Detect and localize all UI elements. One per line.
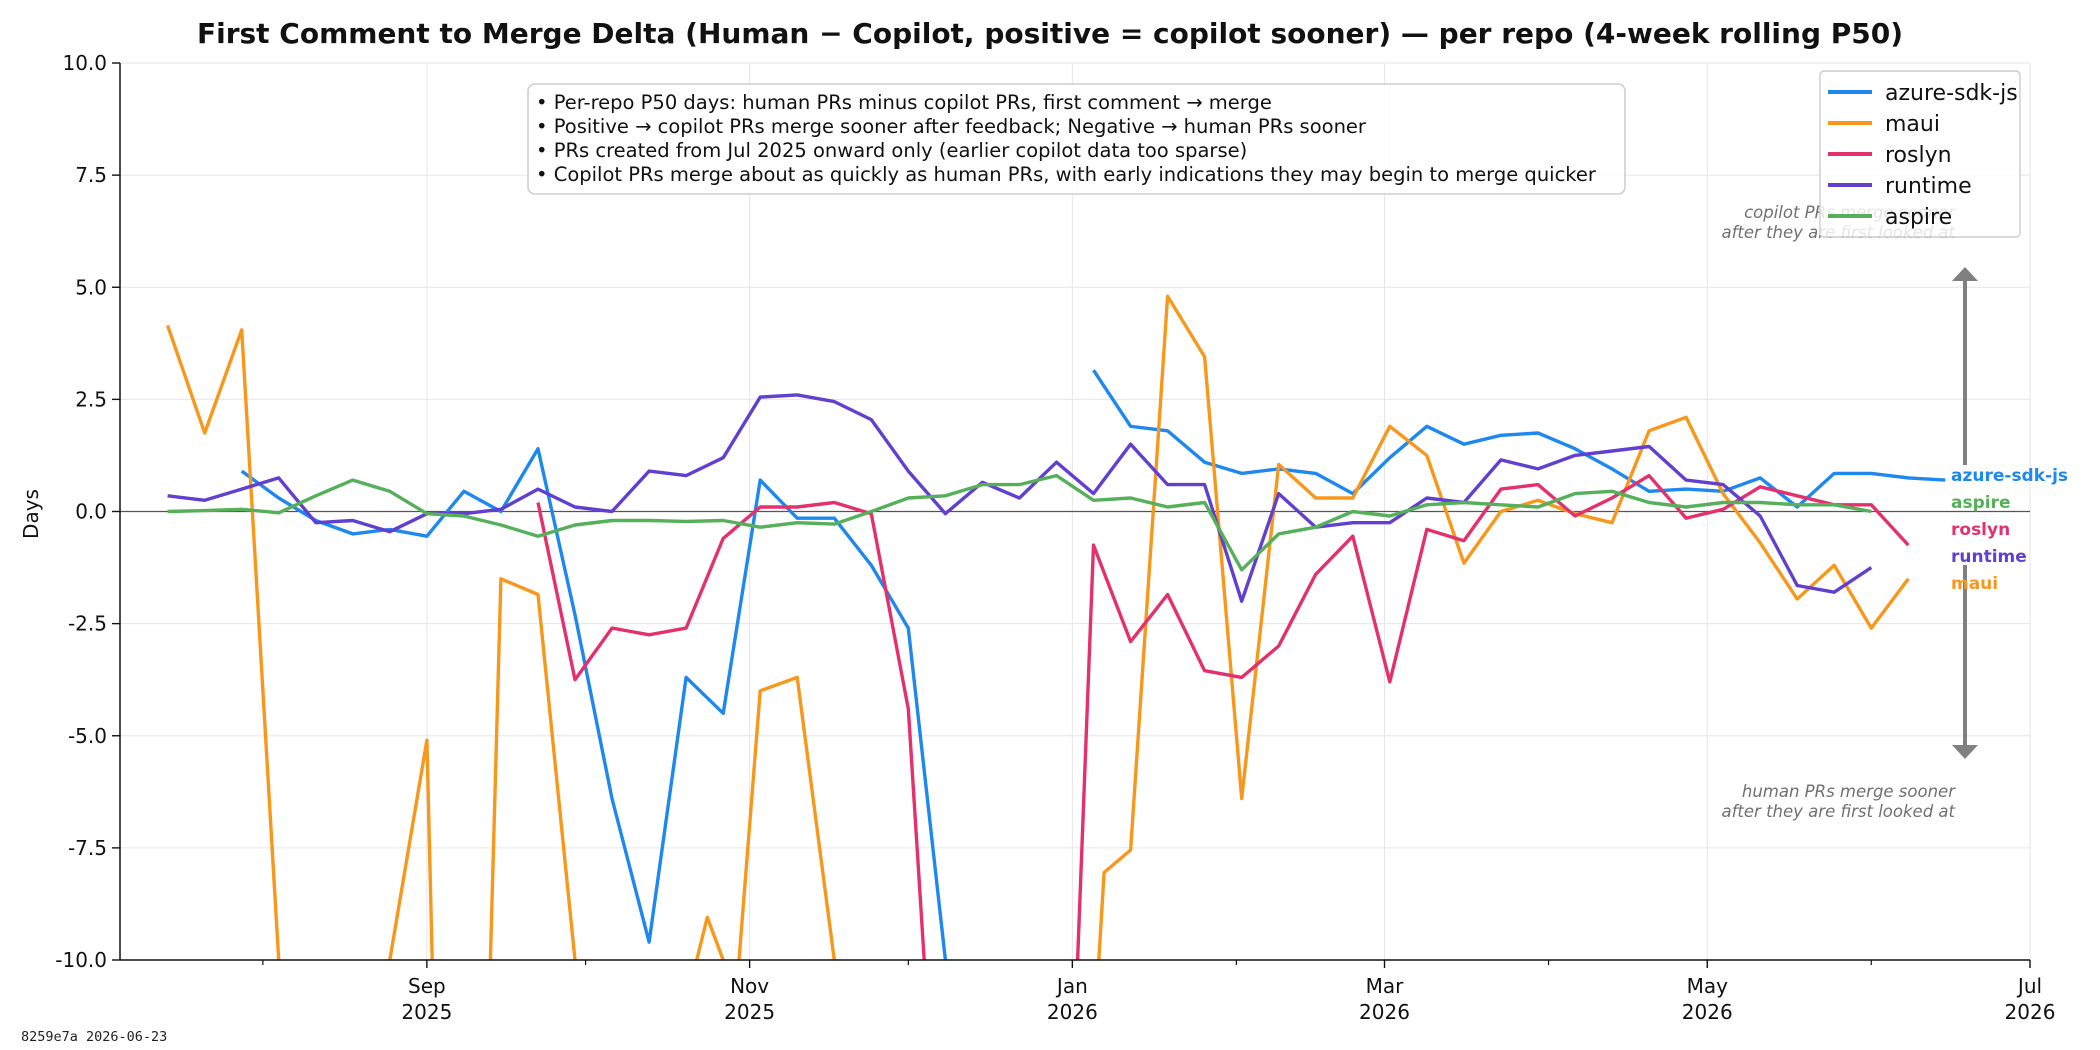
y-axis-label: Days xyxy=(19,489,43,539)
x-tick-label-month: Mar xyxy=(1366,974,1405,998)
legend-label-maui: maui xyxy=(1885,112,1940,137)
x-tick-label-month: Sep xyxy=(408,974,446,998)
annotation-line: • Copilot PRs merge about as quickly as … xyxy=(536,163,1597,186)
legend-label-roslyn: roslyn xyxy=(1885,143,1952,168)
annotation-line: • Per-repo P50 days: human PRs minus cop… xyxy=(536,91,1272,114)
y-tick-label: 10.0 xyxy=(62,51,107,75)
annotation-line: • PRs created from Jul 2025 onward only … xyxy=(536,139,1247,162)
x-tick-label-year: 2025 xyxy=(724,1000,775,1024)
y-tick-label: 2.5 xyxy=(75,387,107,411)
legend-label-runtime: runtime xyxy=(1885,174,1972,199)
annotation-box: • Per-repo P50 days: human PRs minus cop… xyxy=(527,83,1626,195)
x-tick-label-year: 2025 xyxy=(401,1000,452,1024)
series-line-runtime xyxy=(167,393,1873,603)
x-tick-label-year: 2026 xyxy=(1359,1000,1410,1024)
end-label-runtime: runtime xyxy=(1951,547,2027,567)
series-line-maui xyxy=(165,294,1910,961)
series-line-aspire xyxy=(167,473,1872,572)
legend-label-azure-sdk-js: azure-sdk-js xyxy=(1885,81,2018,106)
x-tick-label-month: May xyxy=(1687,974,1729,998)
y-tick-label: -10.0 xyxy=(55,948,107,972)
annotation-box-frame xyxy=(527,83,1626,195)
y-tick-label: 5.0 xyxy=(75,275,107,299)
y-tick-label: -7.5 xyxy=(68,836,107,860)
end-label-roslyn: roslyn xyxy=(1951,520,2010,540)
y-tick-label: -2.5 xyxy=(68,612,107,636)
annotation-line: • Positive → copilot PRs merge sooner af… xyxy=(536,115,1367,138)
x-tick-labels: Sep2025Nov2025Jan2026Mar2026May2026Jul20… xyxy=(401,974,2055,1024)
arrow-label-bottom: human PRs merge sooner xyxy=(1742,782,1956,801)
end-label-azure-sdk-js: azure-sdk-js xyxy=(1951,466,2068,486)
x-tick-label-month: Nov xyxy=(730,974,769,998)
series-end-labels: azure-sdk-js aspire roslyn runtime maui xyxy=(1951,466,2068,594)
y-tick-label: -5.0 xyxy=(68,724,107,748)
arrow-label-bottom: after they are first looked at xyxy=(1722,802,1956,821)
x-tick-label-year: 2026 xyxy=(1682,1000,1733,1024)
y-tick-labels: 10.0 7.5 5.0 2.5 0.0 -2.5 -5.0 -7.5 -10.0 xyxy=(55,51,107,972)
end-label-maui: maui xyxy=(1951,574,1998,594)
x-tick-label-year: 2026 xyxy=(2005,1000,2056,1024)
y-tick-label: 0.0 xyxy=(75,500,107,524)
x-tick-label-month: Jan xyxy=(1055,974,1088,998)
end-label-aspire: aspire xyxy=(1951,493,2011,513)
y-tick-label: 7.5 xyxy=(75,163,107,187)
legend: azure-sdk-js maui roslyn runtime aspire xyxy=(1819,70,2021,238)
series-lines xyxy=(165,294,1946,961)
legend-frame xyxy=(1819,70,2021,238)
legend-label-aspire: aspire xyxy=(1885,205,1952,230)
footer-hash-date: 8259e7a 2026-06-23 xyxy=(21,1029,167,1045)
x-tick-label-month: Jul xyxy=(2016,974,2042,998)
axes xyxy=(112,62,2031,968)
down-arrow-head xyxy=(1952,745,1978,759)
series-line-azure-sdk-js xyxy=(240,369,1946,961)
chart-title: First Comment to Merge Delta (Human − Co… xyxy=(197,17,1903,50)
x-tick-label-year: 2026 xyxy=(1047,1000,1098,1024)
up-arrow-head xyxy=(1952,267,1978,281)
